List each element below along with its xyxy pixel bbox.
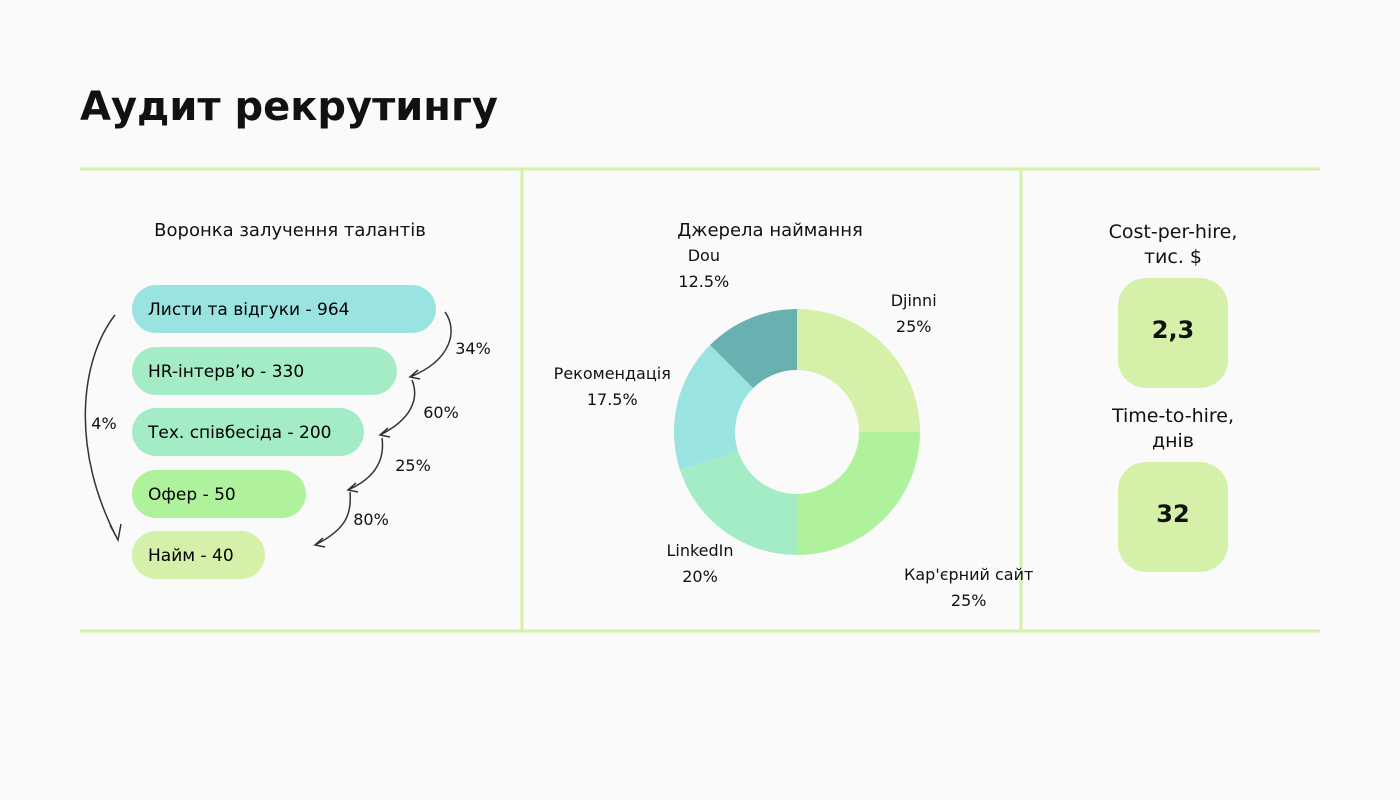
- slice-label: Djinni: [890, 291, 937, 311]
- slice-label: LinkedIn: [666, 541, 734, 561]
- kpi-value: 32: [1156, 500, 1190, 528]
- donut-slice: [797, 309, 920, 432]
- kpi-label: Cost-per-hire, тис. $: [1108, 221, 1238, 268]
- funnel-title: Воронка залучення талантів: [154, 220, 426, 241]
- funnel-stage-label: Тех. співбесіда - 200: [147, 423, 332, 443]
- slice-value: 12.5%: [678, 271, 730, 291]
- slice-label: Рекомендація: [553, 363, 671, 383]
- slice-label: Dou: [687, 245, 720, 265]
- donut-slice: [673, 345, 754, 471]
- donut-slice: [680, 451, 797, 555]
- donut-slice: [797, 432, 920, 555]
- conversion-label: 80%: [353, 510, 389, 529]
- funnel: Листи та відгуки - 964 HR-інтерв’ю - 330 Т…: [132, 285, 436, 579]
- kpi-card: [1118, 278, 1228, 388]
- page-title: Аудит рекрутингу: [80, 84, 498, 130]
- conversion-label: 25%: [395, 456, 431, 475]
- funnel-stage: [132, 285, 436, 333]
- arrow: [408, 311, 452, 380]
- kpi-cards: [1118, 278, 1228, 572]
- funnel-stage-label: Листи та відгуки - 964: [148, 300, 349, 320]
- funnel-stage: [132, 470, 306, 518]
- chart-title: Джерела наймання: [677, 220, 863, 241]
- funnel-stage-label: HR-інтерв’ю - 330: [148, 362, 304, 382]
- slice-value: 25%: [950, 590, 987, 610]
- arrow: [84, 314, 122, 543]
- kpi-label: Time-to-hire, днів: [1111, 405, 1235, 452]
- funnel-stage-label: Офер - 50: [148, 485, 236, 505]
- arrow: [313, 491, 352, 548]
- conversion-label: 60%: [423, 403, 459, 422]
- overall-label: 4%: [91, 414, 117, 433]
- donut: [673, 309, 920, 555]
- kpi-value: 2,3: [1151, 316, 1195, 344]
- funnel-stage: [132, 347, 397, 395]
- arrow: [346, 437, 384, 493]
- slice-label: Кар'єрний сайт: [904, 564, 1034, 584]
- conversion-label: 34%: [455, 339, 491, 358]
- dividers: [80, 167, 1320, 633]
- kpi-card: [1118, 462, 1228, 572]
- funnel-stage: [132, 531, 265, 579]
- slice-value: 25%: [895, 317, 932, 337]
- arrows: [84, 311, 452, 548]
- donut-slice: [710, 309, 797, 389]
- funnel-stage: [132, 408, 364, 456]
- slice-value: 17.5%: [586, 389, 638, 409]
- slice-value: 20%: [682, 567, 718, 587]
- arrow: [378, 379, 416, 438]
- funnel-stage-label: Найм - 40: [148, 546, 234, 566]
